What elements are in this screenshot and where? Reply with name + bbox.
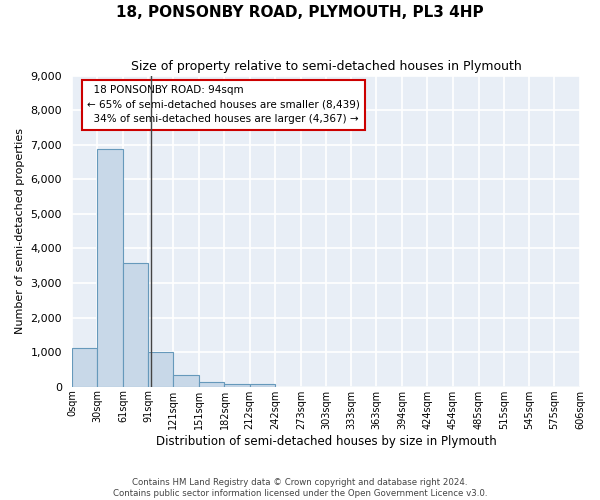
Y-axis label: Number of semi-detached properties: Number of semi-detached properties	[15, 128, 25, 334]
Bar	[97, 149, 123, 386]
X-axis label: Distribution of semi-detached houses by size in Plymouth: Distribution of semi-detached houses by …	[155, 434, 496, 448]
Title: Size of property relative to semi-detached houses in Plymouth: Size of property relative to semi-detach…	[131, 60, 521, 73]
Bar	[250, 384, 275, 386]
Bar	[148, 352, 173, 386]
Text: 18, PONSONBY ROAD, PLYMOUTH, PL3 4HP: 18, PONSONBY ROAD, PLYMOUTH, PL3 4HP	[116, 5, 484, 20]
Bar	[224, 384, 250, 386]
Bar	[123, 264, 148, 386]
Text: Contains HM Land Registry data © Crown copyright and database right 2024.
Contai: Contains HM Land Registry data © Crown c…	[113, 478, 487, 498]
Bar	[173, 376, 199, 386]
Text: 18 PONSONBY ROAD: 94sqm
← 65% of semi-detached houses are smaller (8,439)
  34% : 18 PONSONBY ROAD: 94sqm ← 65% of semi-de…	[87, 85, 360, 124]
Bar	[72, 348, 97, 387]
Bar	[199, 382, 224, 386]
